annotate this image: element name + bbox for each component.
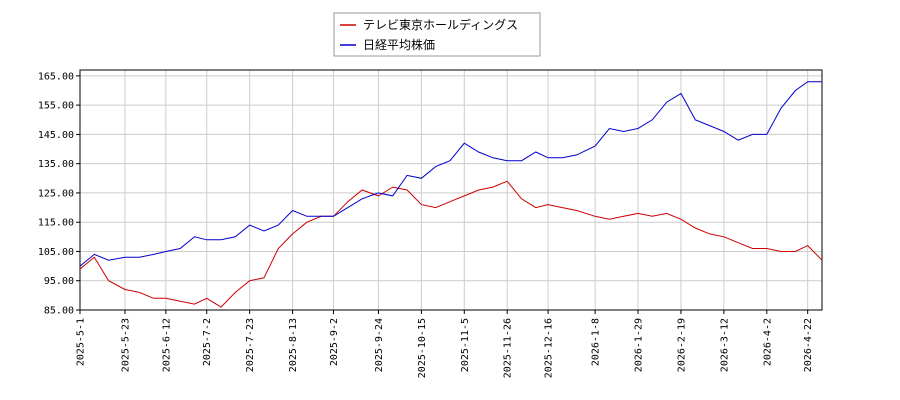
x-tick-label: 2025-7-2 <box>202 318 213 366</box>
plot-frame <box>79 69 823 311</box>
x-tick-label: 2026-3-12 <box>719 318 730 372</box>
series-line-2 <box>79 81 822 267</box>
x-tick-label: 2025-11-5 <box>460 318 471 372</box>
x-tick-label: 2025-6-12 <box>161 318 172 372</box>
axes: 85.00 95.00 105.00 115.00 125.00 135.00 145.00… <box>38 69 823 378</box>
series-line-1 <box>79 180 823 308</box>
y-tick-label: 165.00 <box>38 71 74 82</box>
x-tick-label: 2025-8-13 <box>288 318 299 372</box>
legend-label: 日経平均株価 <box>363 37 435 52</box>
x-tick-label: 2026-2-19 <box>676 318 687 372</box>
legend-label: テレビ東京ホールディングス <box>363 17 518 32</box>
x-tick-label: 2025-11-26 <box>503 318 514 378</box>
y-tick-label: 115.00 <box>38 218 74 229</box>
grid <box>79 70 822 311</box>
x-tick-label: 2025-10-15 <box>417 318 428 378</box>
x-tick-label: 2026-4-22 <box>803 318 814 372</box>
x-tick-label: 2025-9-24 <box>374 318 385 372</box>
y-tick-label: 125.00 <box>38 188 74 199</box>
x-tick-label: 2025-9-2 <box>329 318 340 366</box>
y-tick-label: 105.00 <box>38 247 74 258</box>
x-tick-label: 2026-1-29 <box>634 318 645 372</box>
legend-box <box>333 12 541 57</box>
y-tick-label: 95.00 <box>44 276 74 287</box>
x-tick-label: 2025-12-16 <box>544 318 555 378</box>
x-tick-label: 2026-4-2 <box>762 318 773 366</box>
y-tick-label: 145.00 <box>38 130 74 141</box>
x-tick-label: 2025-5-1 <box>76 318 87 366</box>
x-tick-label: 2026-1-8 <box>591 318 602 366</box>
x-tick-label: 2025-7-23 <box>245 318 256 372</box>
y-tick-label: 155.00 <box>38 101 74 112</box>
series-lines <box>79 81 823 308</box>
y-tick-label: 85.00 <box>44 306 74 317</box>
x-tick-label: 2025-5-23 <box>120 318 131 372</box>
y-tick-label: 135.00 <box>38 159 74 170</box>
